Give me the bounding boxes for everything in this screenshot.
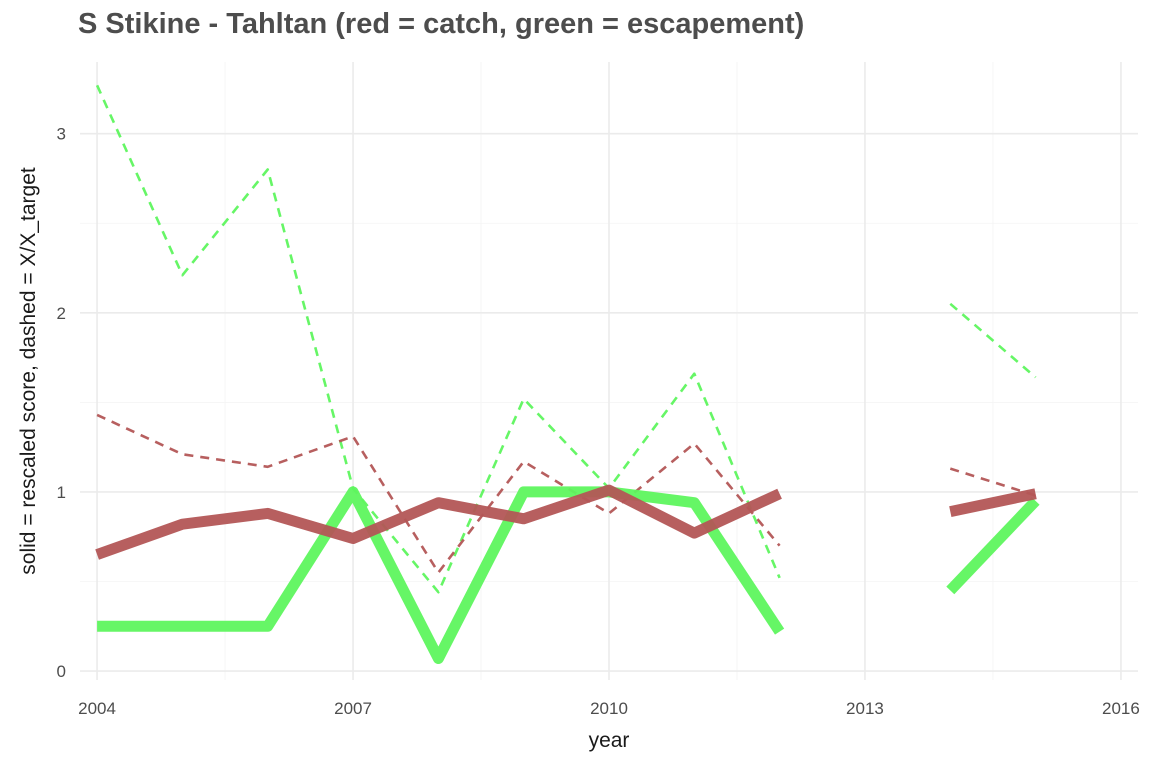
dashed-catch-series	[96, 413, 1036, 574]
dashed-escapement-line	[95, 84, 781, 594]
solid-escapement-series	[97, 486, 1040, 664]
chart-title: S Stikine - Tahltan (red = catch, green …	[78, 8, 805, 40]
solid-catch-series	[95, 484, 1037, 560]
x-axis-label: year	[589, 729, 630, 752]
dashed-escapement-series	[95, 84, 1037, 594]
dashed-escapement-line	[949, 302, 1037, 379]
solid-escapement-line	[97, 486, 785, 664]
y-tick-label: 2	[57, 304, 66, 323]
y-tick-label: 3	[57, 125, 66, 144]
solid-catch-line	[95, 484, 782, 560]
dashed-catch-line	[96, 413, 781, 574]
y-tick-label: 1	[57, 483, 66, 502]
x-tick-label: 2004	[78, 699, 116, 718]
solid-escapement-line	[946, 497, 1040, 595]
series-lines	[95, 84, 1040, 664]
solid-catch-line	[949, 488, 1037, 517]
x-tick-label: 2016	[1102, 699, 1140, 718]
x-tick-label: 2007	[334, 699, 372, 718]
y-axis-label: solid = rescaled score, dashed = X/X_tar…	[17, 167, 40, 575]
tick-labels: 2004 2007 2010 2013 2016 0 1 2 3	[57, 125, 1140, 718]
x-tick-label: 2010	[590, 699, 628, 718]
grid-lines	[80, 62, 1138, 680]
x-tick-label: 2013	[846, 699, 884, 718]
y-tick-label: 0	[57, 662, 66, 681]
